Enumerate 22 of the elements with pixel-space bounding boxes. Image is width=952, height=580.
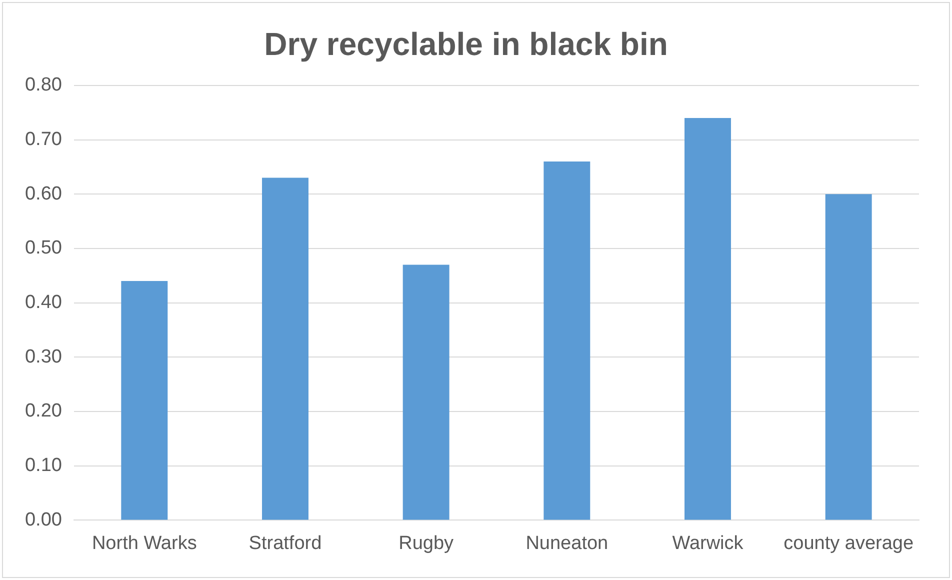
y-tick-label: 0.50 xyxy=(24,238,62,259)
x-tick-label: North Warks xyxy=(92,532,197,554)
bar xyxy=(402,264,450,520)
y-tick-label: 0.70 xyxy=(24,128,62,150)
chart-title: Dry recyclable in black bin xyxy=(264,26,668,62)
y-tick-label: 0.10 xyxy=(24,455,62,476)
y-tick-label: 0.00 xyxy=(24,509,62,530)
bar xyxy=(684,118,731,520)
bar xyxy=(121,281,168,520)
x-tick-label: Warwick xyxy=(672,532,744,554)
y-tick-label: 0.20 xyxy=(24,400,62,422)
bar xyxy=(262,178,308,520)
x-tick-label: Rugby xyxy=(398,532,454,554)
bar xyxy=(544,161,590,520)
x-tick-label: Nuneaton xyxy=(526,532,608,554)
y-tick-label: 0.80 xyxy=(24,74,62,96)
y-tick-label: 0.60 xyxy=(24,183,62,204)
y-tick-label: 0.30 xyxy=(24,346,62,368)
x-tick-label: county average xyxy=(784,532,914,554)
bar xyxy=(825,194,872,520)
y-tick-label: 0.40 xyxy=(24,292,62,314)
x-tick-label: Stratford xyxy=(248,532,322,554)
